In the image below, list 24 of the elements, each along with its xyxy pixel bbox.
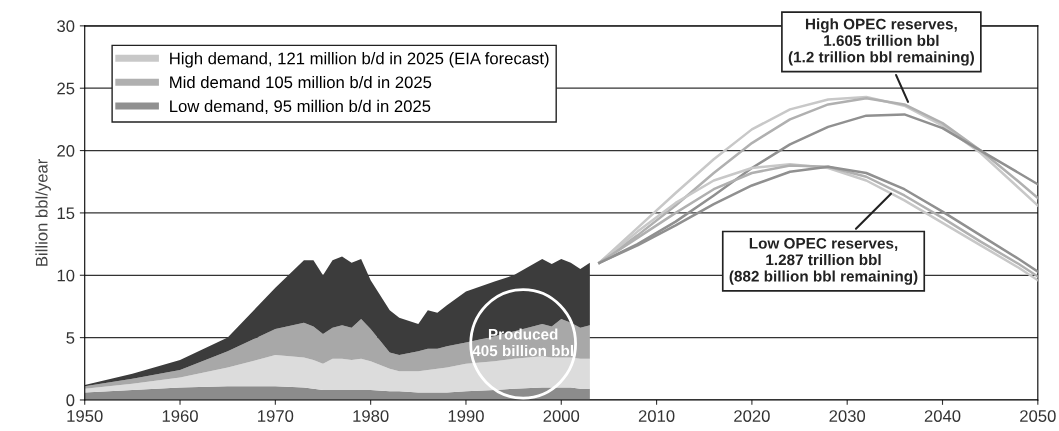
x-tick-label: 1950 <box>67 410 103 422</box>
y-tick-label: 5 <box>66 332 75 344</box>
annotation: High OPEC reserves, 1.605 trillion bbl (1.2 trillion bbl remaining) <box>788 18 974 66</box>
legend-label: High demand, 121 million b/d in 2025 (EIA forecast) <box>170 52 549 68</box>
y-tick-label: 30 <box>57 20 75 33</box>
y-tick-label: 15 <box>57 207 75 220</box>
legend-label: Mid demand 105 million b/d in 2025 <box>170 75 432 89</box>
x-tick-label: 2030 <box>829 410 866 422</box>
y-tick-label: 20 <box>57 144 75 157</box>
y-tick-label: 10 <box>57 269 75 282</box>
x-tick-label: 2010 <box>638 410 675 422</box>
x-tick-label: 2000 <box>543 410 580 422</box>
y-tick-label: 0 <box>66 394 75 407</box>
x-tick-label: 1970 <box>258 410 294 422</box>
annotation: Low OPEC reserves, 1.287 trillion bbl (882 billion bbl remaining) <box>729 237 918 285</box>
x-tick-label: 2040 <box>924 410 961 422</box>
x-tick-label: 1990 <box>448 410 484 422</box>
x-tick-label: 1980 <box>353 410 389 422</box>
legend-label: Low demand, 95 million b/d in 2025 <box>170 99 431 115</box>
x-tick-label: 2020 <box>734 410 770 422</box>
y-tick-label: 25 <box>57 82 75 95</box>
x-tick-label: 2050 <box>1020 410 1056 422</box>
y-axis-title: Billion bbl/year <box>35 158 51 266</box>
x-tick-label: 1960 <box>162 410 198 422</box>
